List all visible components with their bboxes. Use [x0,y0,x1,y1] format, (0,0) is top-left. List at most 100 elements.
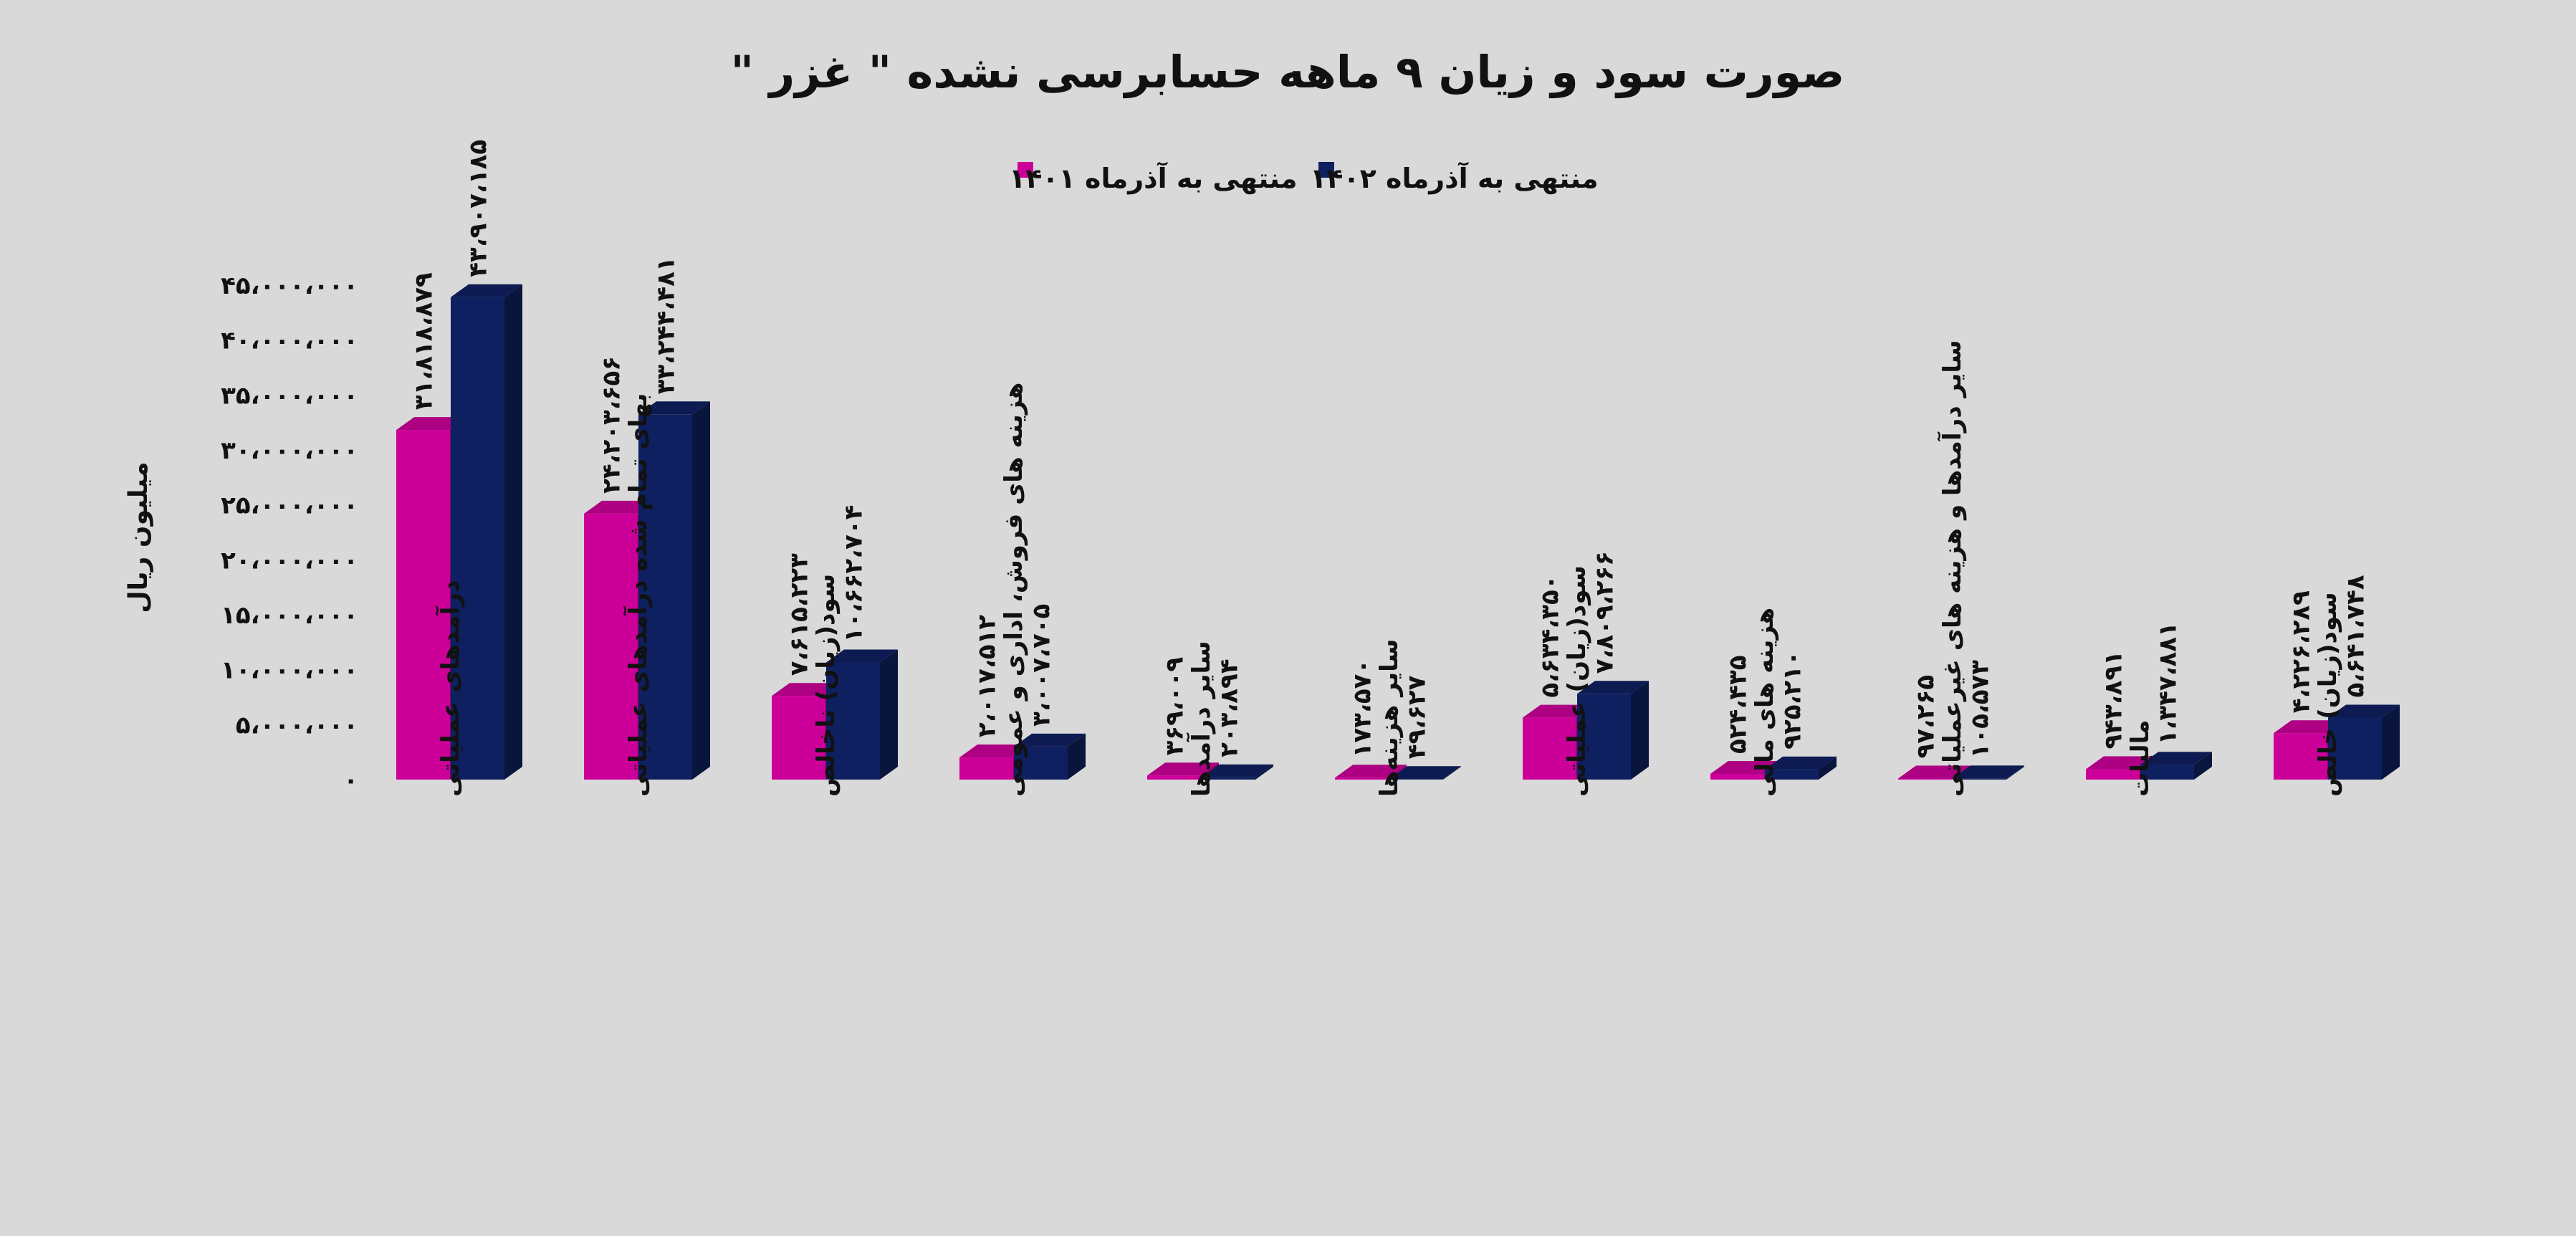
bars [396,284,2400,780]
bar-top [2328,704,2400,718]
bar-front [2140,765,2194,780]
y-tick-label: ۳۵،۰۰۰،۰۰۰ [221,381,358,410]
bar-front [1147,775,1201,780]
bar [1765,756,1837,780]
bar-top [2274,720,2345,734]
data-label: ۷،۸۰۹،۲۶۶ [1591,551,1619,674]
bar-top [1147,762,1219,776]
bar-top [1898,765,1970,779]
data-label: ۱۰۵،۵۷۳ [1966,660,1995,759]
data-label: ۴،۲۲۶،۲۸۹ [2287,590,2316,713]
chart-title: صورت سود و زیان ۹ ماهه حسابرسی نشده " غز… [731,46,1845,98]
bar-top [1710,760,1782,774]
category-label: هزینه های فروش، اداری و عمومی [1000,383,1028,797]
bar-front [2274,733,2327,780]
category-label: سایر درآمدها [1186,641,1216,797]
bar-side [2382,704,2400,780]
bar-front [1389,779,1443,780]
bar-front [1523,717,1576,780]
bar [2140,752,2212,780]
data-label: ۹۷،۲۶۵ [1912,675,1940,759]
data-label: ۲۴،۲۰۳،۶۵۶ [598,356,626,494]
bar-top [959,744,1031,758]
bar [1335,765,1407,780]
legend: منتهی به آذرماه ۱۴۰۲ منتهی به آذرماه ۱۴۰۱ [1009,161,1599,194]
bar-front [584,513,638,780]
bar-top [1953,765,2024,779]
bar-top [1765,756,1837,770]
bar-front [2328,717,2382,780]
data-labels: ۳۱،۸۱۸،۸۷۹ ۴۳،۹۰۷،۱۸۵ ۲۴،۲۰۳،۶۵۶ ۳۳،۲۴۴،۴۸۱… [410,140,2370,759]
bar-front [772,696,825,780]
legend-swatch-0 [1018,162,1033,178]
bar [1577,681,1649,780]
legend-label-0: منتهی به آذرماه ۱۴۰۱ [1009,161,1298,194]
bar [1389,766,1461,780]
category-label: مالیات [2126,720,2155,797]
bar-top [1335,765,1407,778]
bar-front [1202,777,1255,780]
y-axis-label: میلیون ریال [124,461,153,613]
data-label: ۳۱،۸۱۸،۸۷۹ [410,272,439,410]
bar-front [638,414,692,780]
category-label: سود(زیان) عملیاتی [1563,565,1591,797]
bar-side [1819,756,1837,780]
data-label: ۱۰،۶۶۲،۷۰۴ [840,505,868,643]
bar-front [1765,769,1819,780]
bar [1014,733,1086,780]
bar-top [1389,766,1461,780]
data-label: ۵۲۴،۴۳۵ [1724,656,1753,754]
bar-front [1710,773,1764,780]
category-label: سایر هزینه‌ها [1375,639,1404,797]
category-label: درآمدهای عملیاتی [435,580,465,797]
data-label: ۳۳،۲۴۴،۴۸۱ [652,257,681,394]
bar-side [1631,681,1649,780]
y-tick-label: ۲۰،۰۰۰،۰۰۰ [221,546,358,575]
category-labels: درآمدهای عملیاتی بهای تمام شده درآمدهای ع… [435,340,2342,797]
data-label: ۷،۶۱۵،۲۲۳ [785,553,814,676]
bar-top [2140,752,2212,765]
bar [2328,704,2400,780]
bar-front [1953,778,2006,780]
bar-top [584,500,656,514]
category-label: سود(زیان) ناخالص [812,574,841,797]
category-label: بهای تمام شده درآمدهای عملیاتی [623,393,653,797]
bar-front [1577,694,1631,780]
bar-top [772,683,843,696]
data-label: ۳،۰۰۷،۷۰۵ [1028,604,1056,727]
bar [1202,764,1273,780]
y-tick-label: ۳۰،۰۰۰،۰۰۰ [221,436,358,465]
bar-top [1014,733,1086,747]
bar-side [880,649,898,780]
y-tick-label: ۱۰،۰۰۰،۰۰۰ [221,656,358,685]
bar-front [1014,746,1068,780]
legend-label-1: منتهی به آذرماه ۱۴۰۲ [1310,161,1599,194]
bar-front [2086,769,2140,780]
bar-side [692,401,710,780]
data-label: ۵،۶۴۱،۷۴۸ [2342,575,2370,697]
bar-front [959,757,1013,780]
bar-top [2086,756,2158,770]
bar-top [1202,764,1273,777]
data-label: ۵،۶۳۴،۳۵۰ [1536,575,1565,697]
bar-front [826,662,880,780]
category-label: هزینه های مالی [1751,608,1779,797]
data-label: ۲،۰۱۷،۵۱۲ [973,615,1002,737]
category-label: سایر درآمدها و هزینه های غیرعملیاتی [1937,340,1967,797]
bar-top [1577,681,1649,694]
bar-front [1335,777,1389,780]
y-axis-ticks: ۰ ۵،۰۰۰،۰۰۰ ۱۰،۰۰۰،۰۰۰ ۱۵،۰۰۰،۰۰۰ ۲۰،۰۰۰،۰۰۰… [221,272,358,795]
bar [826,649,898,780]
bar-side [1443,766,1461,780]
bar-top [826,649,898,663]
y-tick-label: ۱۵،۰۰۰،۰۰۰ [221,601,358,630]
bar-side [1068,733,1086,780]
y-tick-label: ۲۵،۰۰۰،۰۰۰ [221,492,358,520]
data-label: ۳۶۹،۰۰۹ [1161,657,1189,756]
bar-side [504,284,522,780]
y-tick-label: ۵،۰۰۰،۰۰۰ [236,711,358,739]
y-tick-label: ۰ [343,766,358,795]
bar-side [2194,752,2212,780]
data-label: ۱۷۳،۵۷۰ [1349,659,1377,757]
